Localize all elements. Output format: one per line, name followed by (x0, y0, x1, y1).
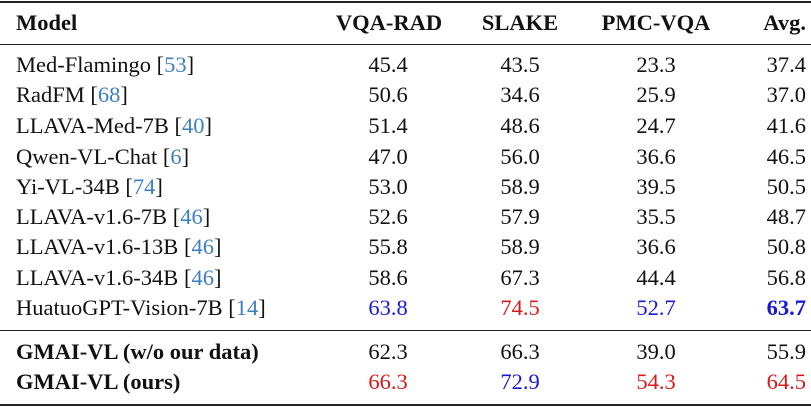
pmc-vqa-value: 35.5 (636, 204, 676, 229)
vqa-rad-value: 50.6 (368, 82, 408, 107)
vqa-rad-value: 51.4 (368, 113, 408, 138)
pmc-vqa-value: 24.7 (636, 113, 676, 138)
model-name: Med-Flamingo [53] (16, 52, 195, 77)
table-row: LLAVA-Med-7B [40] 51.4 48.6 24.7 41.6 (0, 112, 811, 140)
avg-value: 50.8 (766, 234, 806, 259)
pmc-vqa-value: 39.0 (636, 339, 676, 364)
header-avg: Avg. (763, 10, 806, 35)
header-slake: SLAKE (481, 10, 559, 35)
table-row: Med-Flamingo [53] 45.4 43.5 23.3 37.4 (0, 51, 811, 79)
avg-value: 64.5 (766, 369, 806, 394)
citation-link[interactable]: 68 (97, 82, 121, 107)
avg-value: 37.0 (766, 82, 806, 107)
table-row: Yi-VL-34B [74] 53.0 58.9 39.5 50.5 (0, 173, 811, 201)
mid-rule (0, 330, 811, 331)
avg-value: 37.4 (766, 52, 806, 77)
vqa-rad-value: 53.0 (368, 174, 408, 199)
avg-value: 46.5 (766, 144, 806, 169)
slake-value: 58.9 (500, 174, 540, 199)
model-name: LLAVA-v1.6-13B [46] (16, 234, 222, 259)
avg-value: 50.5 (766, 174, 806, 199)
model-name: HuatuoGPT-Vision-7B [14] (16, 295, 266, 320)
header-row: Model VQA-RAD SLAKE PMC-VQA Avg. (0, 9, 811, 37)
pmc-vqa-value: 44.4 (636, 265, 676, 290)
vqa-rad-value: 58.6 (368, 265, 408, 290)
citation-link[interactable]: 46 (191, 234, 214, 259)
vqa-rad-value: 45.4 (368, 52, 408, 77)
slake-value: 43.5 (500, 52, 540, 77)
pmc-vqa-value: 23.3 (636, 52, 676, 77)
table-row-ours: GMAI-VL (ours) 66.3 72.9 54.3 64.5 (0, 368, 811, 396)
table-row: LLAVA-v1.6-13B [46] 55.8 58.9 36.6 50.8 (0, 233, 811, 261)
slake-value: 66.3 (500, 339, 540, 364)
slake-value: 72.9 (500, 369, 540, 394)
pmc-vqa-value: 39.5 (636, 174, 676, 199)
table-row: LLAVA-v1.6-34B [46] 58.6 67.3 44.4 56.8 (0, 264, 811, 292)
top-rule (0, 1, 811, 3)
model-name: GMAI-VL (ours) (16, 369, 181, 394)
citation-link[interactable]: 40 (182, 113, 205, 138)
header-vqa-rad: VQA-RAD (335, 10, 443, 35)
model-name: Qwen-VL-Chat [6] (16, 144, 190, 169)
citation-link[interactable]: 53 (164, 52, 187, 77)
slake-value: 74.5 (500, 295, 540, 320)
slake-value: 34.6 (500, 82, 540, 107)
avg-value: 56.8 (766, 265, 806, 290)
bottom-rule (0, 404, 811, 406)
pmc-vqa-value: 36.6 (636, 144, 676, 169)
avg-value: 41.6 (766, 113, 806, 138)
vqa-rad-value: 62.3 (368, 339, 408, 364)
pmc-vqa-value: 54.3 (636, 369, 676, 394)
pmc-vqa-value: 52.7 (636, 295, 676, 320)
table-row: HuatuoGPT-Vision-7B [14] 63.8 74.5 52.7 … (0, 294, 811, 322)
vqa-rad-value: 55.8 (368, 234, 408, 259)
slake-value: 58.9 (500, 234, 540, 259)
avg-value: 63.7 (766, 295, 806, 320)
model-name: LLAVA-v1.6-34B [46] (16, 265, 222, 290)
avg-value: 55.9 (766, 339, 806, 364)
table-row: LLAVA-v1.6-7B [46] 52.6 57.9 35.5 48.7 (0, 203, 811, 231)
vqa-rad-value: 47.0 (368, 144, 408, 169)
vqa-rad-value: 63.8 (368, 295, 408, 320)
slake-value: 67.3 (500, 265, 540, 290)
model-name: GMAI-VL (w/o our data) (16, 339, 259, 364)
vqa-rad-value: 66.3 (368, 369, 408, 394)
slake-value: 48.6 (500, 113, 540, 138)
citation-link[interactable]: 46 (191, 265, 214, 290)
model-name: RadFM [68] (16, 82, 128, 107)
table-row: Qwen-VL-Chat [6] 47.0 56.0 36.6 46.5 (0, 143, 811, 171)
model-name: LLAVA-v1.6-7B [46] (16, 204, 211, 229)
slake-value: 56.0 (500, 144, 540, 169)
citation-link[interactable]: 46 (180, 204, 203, 229)
header-model: Model (16, 10, 78, 35)
citation-link[interactable]: 74 (132, 174, 156, 199)
citation-link[interactable]: 14 (235, 295, 259, 320)
table-row: RadFM [68] 50.6 34.6 25.9 37.0 (0, 81, 811, 109)
table-row-ours-baseline: GMAI-VL (w/o our data) 62.3 66.3 39.0 55… (0, 338, 811, 366)
pmc-vqa-value: 25.9 (636, 82, 676, 107)
model-name: LLAVA-Med-7B [40] (16, 113, 213, 138)
header-pmc-vqa: PMC-VQA (601, 10, 711, 35)
avg-value: 48.7 (766, 204, 806, 229)
pmc-vqa-value: 36.6 (636, 234, 676, 259)
slake-value: 57.9 (500, 204, 540, 229)
vqa-rad-value: 52.6 (368, 204, 408, 229)
citation-link[interactable]: 6 (170, 144, 182, 169)
model-name: Yi-VL-34B [74] (16, 174, 163, 199)
header-rule (0, 44, 811, 45)
